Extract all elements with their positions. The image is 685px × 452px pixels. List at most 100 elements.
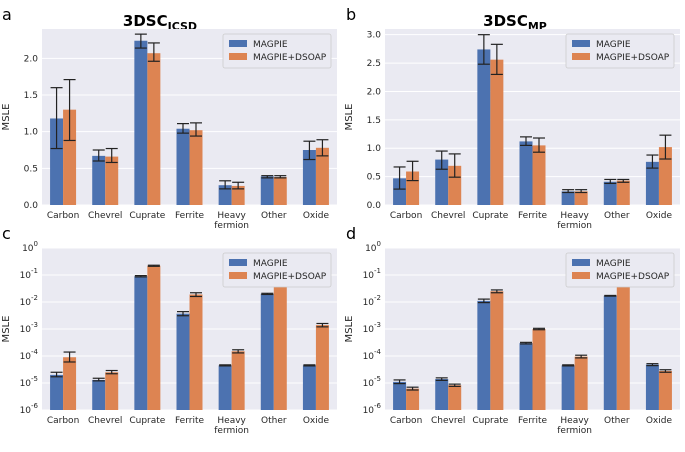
bar-magpie-dsoap <box>231 351 245 410</box>
y-tick-label: 10-4 <box>20 348 39 362</box>
bar-magpie-dsoap <box>448 165 462 205</box>
legend-box <box>565 252 675 288</box>
bar-magpie <box>519 141 533 205</box>
x-tick-label: Heavy fermion <box>214 211 249 231</box>
bar-magpie <box>393 178 407 205</box>
panel-d-chart: 10-6 10-5 10-4 10-3 10-2 10-1 100 MSLE Carbon Che… <box>344 240 680 436</box>
x-tick-label: Oxide <box>303 211 330 221</box>
bar-magpie-dsoap <box>616 282 630 410</box>
bar-magpie <box>134 40 148 205</box>
bar-magpie <box>477 49 491 206</box>
bar-magpie-dsoap <box>406 171 420 205</box>
bar-magpie <box>435 159 449 205</box>
panel-c-chart: 10-6 10-5 10-4 10-3 10-2 10-1 100 MSLE Carbon Che… <box>1 240 337 436</box>
x-tick-label: Other <box>604 211 630 221</box>
bar-magpie-dsoap <box>616 180 630 205</box>
legend-entry: MAGPIE+DSOAP <box>596 272 670 282</box>
bar-magpie <box>260 293 274 410</box>
bar-magpie <box>393 381 407 410</box>
x-tick-label: Ferrite <box>175 416 204 426</box>
legend-swatch <box>229 272 247 279</box>
x-tick-label: Carbon <box>47 416 79 426</box>
bar-magpie-dsoap <box>658 370 672 410</box>
legend: MAGPIE MAGPIE+DSOAP <box>222 252 332 288</box>
y-axis-label: MSLE <box>344 104 355 131</box>
bar-magpie-dsoap <box>448 385 462 410</box>
bar-magpie-dsoap <box>105 156 119 205</box>
panel-a-chart: 0.0 0.5 1.0 1.5 2.0 MSLE Carbon Chevrel Cuprate F… <box>1 29 337 231</box>
bar-magpie <box>561 191 575 205</box>
bar-magpie-dsoap <box>490 59 504 205</box>
bar-magpie-dsoap <box>273 177 287 205</box>
bar-magpie <box>218 185 232 205</box>
x-tick-label: Ferrite <box>518 416 547 426</box>
legend-entry: MAGPIE+DSOAP <box>253 53 327 63</box>
y-tick-label: 3.0 <box>367 31 382 41</box>
y-tick-label: 2.0 <box>367 87 382 97</box>
x-tick-label: Oxide <box>303 416 330 426</box>
x-tick-label: Ferrite <box>518 211 547 221</box>
y-tick-label: 10-6 <box>20 402 39 416</box>
bar-magpie <box>561 365 575 410</box>
legend-swatch <box>572 259 590 266</box>
y-tick-label: 100 <box>22 240 38 254</box>
x-tick-label: Chevrel <box>431 211 465 221</box>
bar-magpie <box>50 118 64 205</box>
legend-entry: MAGPIE <box>596 40 631 50</box>
y-axis-label: MSLE <box>1 316 12 343</box>
bar-magpie-dsoap <box>63 357 77 410</box>
y-tick-label: 1.5 <box>24 91 38 101</box>
y-tick-label: 0.5 <box>24 164 38 174</box>
y-tick-label: 10-5 <box>363 375 381 389</box>
x-tick-label: Carbon <box>390 211 422 221</box>
x-tick-label: Heavy fermion <box>557 211 592 231</box>
bar-magpie-dsoap <box>147 265 161 410</box>
bar-magpie-dsoap <box>315 325 329 410</box>
y-tick-label: 10-5 <box>20 375 38 389</box>
bar-magpie <box>603 181 617 205</box>
y-tick-label: 10-3 <box>363 321 381 335</box>
panel-letter-b: b <box>346 5 356 24</box>
bar-magpie <box>302 365 316 410</box>
bar-magpie-dsoap <box>147 53 161 206</box>
legend-swatch <box>229 259 247 266</box>
y-tick-label: 100 <box>365 240 381 254</box>
y-tick-label: 0.0 <box>367 201 382 211</box>
y-tick-label: 1.0 <box>24 128 39 138</box>
bar-magpie <box>645 364 659 410</box>
panel-b-chart: 0.0 0.5 1.0 1.5 2.0 2.5 3.0 MSLE Carbon Chevrel Cu… <box>344 29 680 231</box>
x-tick-label: Chevrel <box>431 416 465 426</box>
legend-box <box>222 252 332 288</box>
bar-magpie <box>477 300 491 410</box>
bar-magpie-dsoap <box>63 109 77 205</box>
bar-magpie <box>50 374 64 410</box>
bar-magpie-dsoap <box>406 388 420 410</box>
y-tick-label: 10-4 <box>363 348 382 362</box>
legend-entry: MAGPIE+DSOAP <box>253 272 327 282</box>
bar-magpie-dsoap <box>658 147 672 205</box>
bar-magpie <box>603 295 617 410</box>
y-tick-label: 1.5 <box>367 116 381 126</box>
x-tick-label: Cuprate <box>129 416 165 426</box>
legend-entry: MAGPIE <box>253 40 288 50</box>
legend-box <box>565 33 675 69</box>
bar-magpie <box>645 161 659 205</box>
bar-magpie-dsoap <box>574 191 588 205</box>
y-tick-label: 10-3 <box>20 321 38 335</box>
legend-swatch <box>572 53 590 60</box>
bar-magpie-dsoap <box>189 130 203 205</box>
bar-magpie-dsoap <box>189 294 203 410</box>
y-tick-label: 10-2 <box>20 294 38 308</box>
x-tick-label: Oxide <box>646 211 673 221</box>
bar-magpie-dsoap <box>532 145 546 205</box>
bar-magpie <box>260 176 274 205</box>
x-tick-label: Cuprate <box>472 416 508 426</box>
legend-swatch <box>572 272 590 279</box>
bar-magpie-dsoap <box>273 280 287 410</box>
x-tick-label: Chevrel <box>88 211 122 221</box>
y-tick-label: 1.0 <box>367 144 382 154</box>
y-tick-label: 2.0 <box>24 54 39 64</box>
panel-letter-a: a <box>2 5 12 24</box>
bar-magpie-dsoap <box>315 147 329 205</box>
bar-magpie-dsoap <box>105 372 119 410</box>
